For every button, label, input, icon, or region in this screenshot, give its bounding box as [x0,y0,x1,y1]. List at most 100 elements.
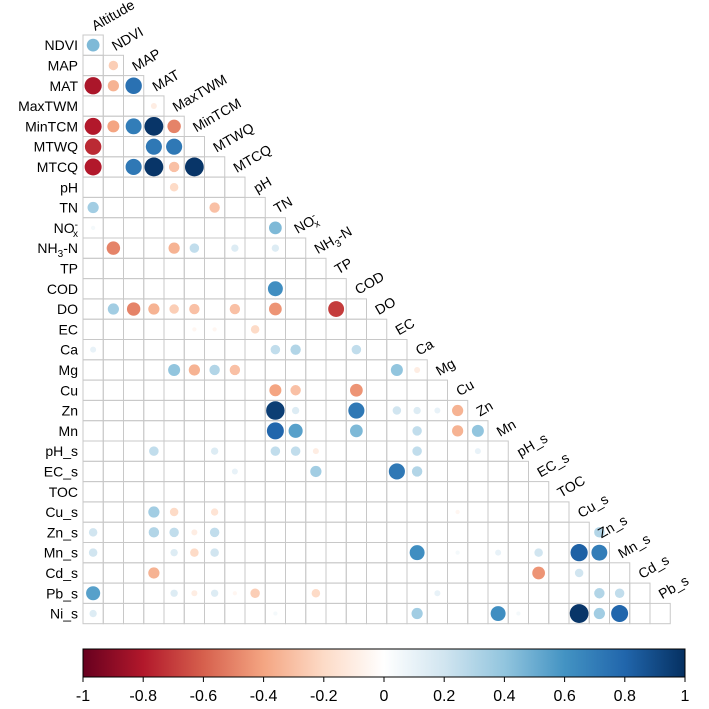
grid-cell [163,196,185,219]
grid-cell [123,542,145,564]
grid-cell [568,521,590,544]
correlation-circle-mtcq-mat [144,157,164,177]
grid-cell [305,318,327,341]
grid-cell [82,318,104,341]
grid-cell [366,440,388,462]
grid-cell [366,481,388,503]
grid-cell [285,501,307,523]
correlation-circle-mtcq-maxtwm [168,161,180,173]
correlation-circle-ni-s-mn-s [611,605,629,623]
grid-cell [325,481,347,503]
grid-cell [285,521,307,544]
grid-cell [406,379,428,401]
correlation-circle-mtwq-maxtwm [166,138,183,155]
grid-cell [143,602,165,625]
correlation-circle-ni-s-altitude [89,609,97,618]
grid-cell [507,481,529,503]
grid-cell [123,420,145,442]
column-label-tp: TP [332,254,355,277]
grid-cell [224,521,246,544]
grid-cell [366,399,388,422]
grid-cell [102,318,124,341]
correlation-circle-do-mtcq [229,303,241,315]
correlation-circle-do-maxtwm [169,304,179,314]
grid-cell [224,339,246,361]
correlation-circle-mn-s-altitude [88,548,98,557]
row-label-ndvi: NDVI [45,37,78,53]
grid-cell [224,278,246,300]
grid-cell [204,156,226,178]
grid-cell [366,501,388,523]
correlation-circle-zn-nox [291,406,300,415]
grid-cell [204,460,226,483]
grid-cell [345,582,367,604]
grid-cell [244,237,266,259]
grid-cell [224,481,246,503]
grid-cell [345,562,367,584]
correlation-circle-pb-s-nh3-n [311,589,321,598]
grid-cell [285,460,307,483]
correlation-circle-mintcm-map [125,118,142,135]
correlation-circle-zn-s-maxtwm [169,527,179,538]
grid-cell [528,481,550,503]
grid-cell [305,501,327,523]
grid-cell [102,217,124,239]
grid-cell [102,481,124,503]
correlation-circle-cu-s-cu [455,509,460,515]
colorbar-tick-label: -0.6 [190,688,218,705]
grid-cell [143,379,165,401]
colorbar-tick-label: 0.6 [553,688,575,705]
grid-cell [143,542,165,564]
grid-cell [204,481,226,503]
grid-cell [244,298,266,320]
correlation-circle-zn-s-mat [148,527,160,538]
grid-cell [82,298,104,320]
grid-cell [123,257,145,280]
column-label-mtcq: MTCQ [230,141,274,176]
grid-cell [82,237,104,259]
row-label-mat: MAT [49,78,78,94]
column-label-mn-s: Mn_s [615,530,653,561]
correlation-circle-ph-s-nh3-n [312,448,319,455]
row-label-do: DO [57,301,78,317]
colorbar-tick-label: -0.4 [250,688,278,705]
grid-cell [507,582,529,604]
correlation-circle-map-ndvi [108,60,119,71]
grid-cell [244,257,266,280]
grid-cell [264,521,286,544]
grid-cell [244,460,266,483]
grid-cell [305,542,327,564]
grid-cell [305,602,327,625]
row-label-tp: TP [60,260,78,276]
column-label-ec: EC [392,315,417,339]
grid-cell [426,460,448,483]
row-label-mtwq: MTWQ [34,139,78,155]
column-label-cu-s: Cu_s [575,491,611,521]
grid-cell [163,481,185,503]
grid-cell [325,521,347,544]
grid-cell [325,318,347,341]
grid-cell [102,602,124,625]
correlation-circle-mn-cod [350,424,363,438]
grid-cell [123,318,145,341]
column-label-zn: Zn [473,397,495,419]
grid-cell [183,379,205,401]
grid-cell [224,176,246,198]
grid-cell [102,542,124,564]
grid-cell [447,562,469,584]
row-label-mintcm: MinTCM [25,118,78,134]
grid-cell [305,359,327,381]
grid-cell [467,521,489,544]
grid-cell [204,562,226,584]
grid-cell [487,582,509,604]
grid-cell [183,399,205,422]
grid-cell [244,399,266,422]
grid-cell [163,339,185,361]
correlation-circle-mn-s-zn-s [591,544,608,561]
row-label-cd-s: Cd_s [45,565,78,581]
grid-cell [82,501,104,523]
grid-cell [163,420,185,442]
colorbar-tick-label: -0.8 [129,688,157,705]
grid-cell [183,440,205,462]
